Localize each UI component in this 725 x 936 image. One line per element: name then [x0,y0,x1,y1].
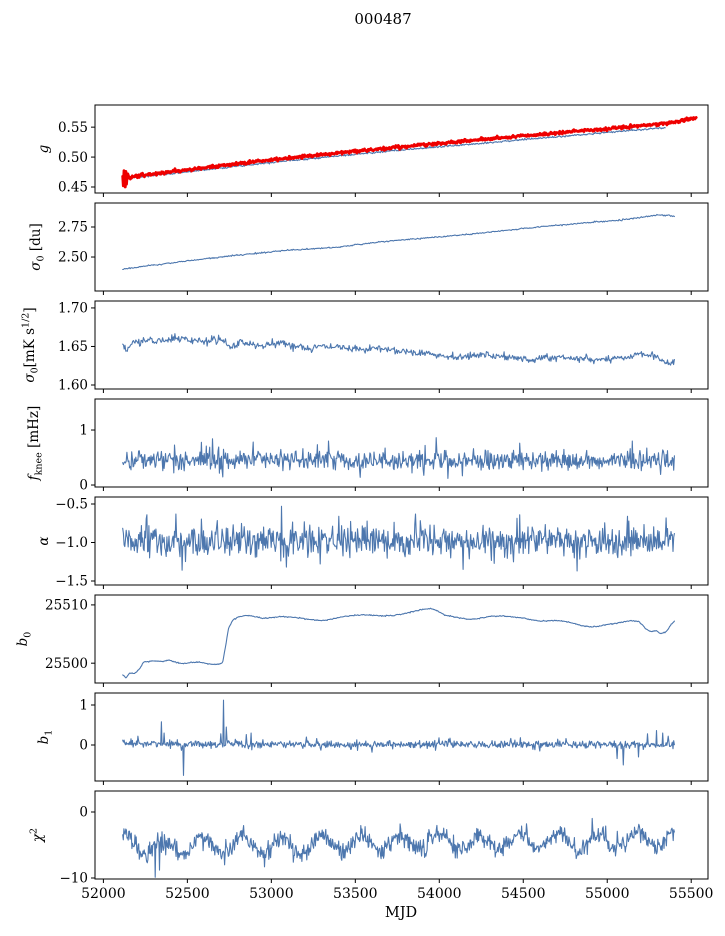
panel-sigma0-mks-frame [94,300,709,390]
ytick-label: 1.65 [58,339,88,355]
ytick-label: 0 [79,805,88,821]
xtick-label: 55000 [585,886,630,902]
xtick-label: 54500 [501,886,546,902]
panel-b1-ylabel: b1 [36,730,55,745]
panel-g-ylabel: g [36,144,52,153]
series-sigma0-du [122,213,675,271]
ytick-label: 0.50 [58,150,88,166]
series-alpha [122,505,675,572]
series-b0 [122,607,675,679]
panel-alpha-frame [94,496,709,586]
panel-fknee-frame [94,398,709,488]
panel-alpha-ylabel: α [36,536,52,545]
xtick-label: 52500 [165,886,210,902]
panel-sigma0-mks-ylabel: σ0[mK s1/2] [21,307,41,382]
xtick-label: 53500 [333,886,378,902]
ytick-label: 0 [79,738,88,754]
series-b1 [122,699,675,776]
ytick-label: 2.75 [58,220,88,236]
panel-chi2-frame [94,790,709,880]
series-g-red [121,116,698,189]
ytick-label: 0.55 [58,120,88,136]
ytick-label: 2.50 [58,250,88,266]
ytick-label: 0.45 [58,180,88,196]
x-axis-label: MJD [384,905,418,921]
panel-b0-ylabel: b0 [15,632,34,647]
series-sigma0-mks [122,333,675,366]
xtick-label: 54000 [417,886,462,902]
xtick-label: 52000 [81,886,126,902]
series-fknee [122,437,675,479]
panel-b0-frame [94,594,709,684]
ytick-label: 25500 [45,656,88,672]
ytick-label: 1.60 [58,378,88,394]
ytick-label: −0.5 [55,497,88,513]
ytick-label: −1.0 [55,535,88,551]
panel-fknee-ylabel: fknee [mHz] [26,406,45,482]
panel-sigma0-du-ylabel: σ0 [du] [28,223,47,270]
panel-chi2-ylabel: χ2 [29,828,47,843]
series-g-blue [122,126,666,180]
ytick-label: 25510 [45,598,88,614]
xtick-label: 53000 [249,886,294,902]
ytick-label: −10 [60,871,89,887]
panel-b1-frame [94,692,709,782]
panel-sigma0-du-frame [94,202,709,292]
series-chi2 [122,817,675,878]
ytick-label: 1.70 [58,301,88,317]
ytick-label: −1.5 [55,574,88,590]
ytick-label: 1 [79,698,88,714]
figure-title: 000487 [354,10,412,28]
ytick-label: 0 [79,478,88,494]
panel-g-frame [94,104,709,194]
ytick-label: 1 [79,423,88,439]
xtick-label: 55500 [669,886,714,902]
